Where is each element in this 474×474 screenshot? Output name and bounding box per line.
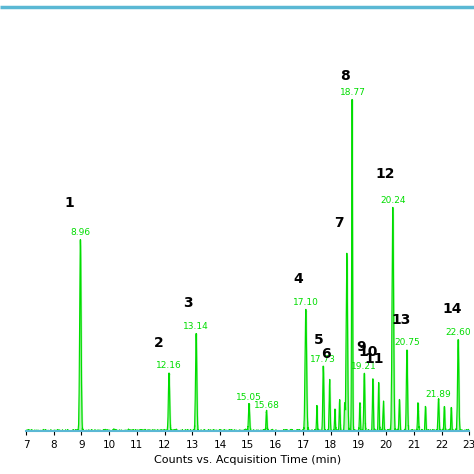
Text: 13.14: 13.14 bbox=[183, 322, 209, 331]
Text: 2: 2 bbox=[154, 336, 164, 350]
Text: 21.89: 21.89 bbox=[426, 390, 451, 399]
Text: 12: 12 bbox=[376, 167, 395, 181]
Text: 13: 13 bbox=[392, 313, 411, 327]
Text: 18.77: 18.77 bbox=[340, 88, 365, 97]
Text: 14: 14 bbox=[442, 302, 462, 316]
Text: 1: 1 bbox=[64, 196, 74, 210]
Text: 8: 8 bbox=[340, 69, 350, 83]
Text: 6: 6 bbox=[321, 346, 330, 361]
Text: 19.21: 19.21 bbox=[351, 362, 377, 371]
Text: 15.68: 15.68 bbox=[254, 401, 280, 410]
Text: 17.10: 17.10 bbox=[293, 298, 319, 307]
Text: 10: 10 bbox=[358, 345, 378, 359]
Text: 4: 4 bbox=[293, 272, 303, 286]
Text: 7: 7 bbox=[334, 216, 343, 230]
X-axis label: Counts vs. Acquisition Time (min): Counts vs. Acquisition Time (min) bbox=[154, 455, 341, 465]
Text: 15.05: 15.05 bbox=[236, 393, 262, 402]
Text: 8.96: 8.96 bbox=[71, 228, 91, 237]
Text: 12.16: 12.16 bbox=[156, 361, 182, 370]
Text: 22.60: 22.60 bbox=[446, 328, 471, 337]
Text: 20.75: 20.75 bbox=[394, 338, 420, 347]
Text: 11: 11 bbox=[365, 352, 384, 366]
Text: 20.24: 20.24 bbox=[380, 196, 406, 205]
Text: 5: 5 bbox=[313, 333, 323, 346]
Text: 17.73: 17.73 bbox=[310, 355, 336, 364]
Text: 3: 3 bbox=[183, 296, 193, 310]
Text: 9: 9 bbox=[356, 340, 365, 354]
